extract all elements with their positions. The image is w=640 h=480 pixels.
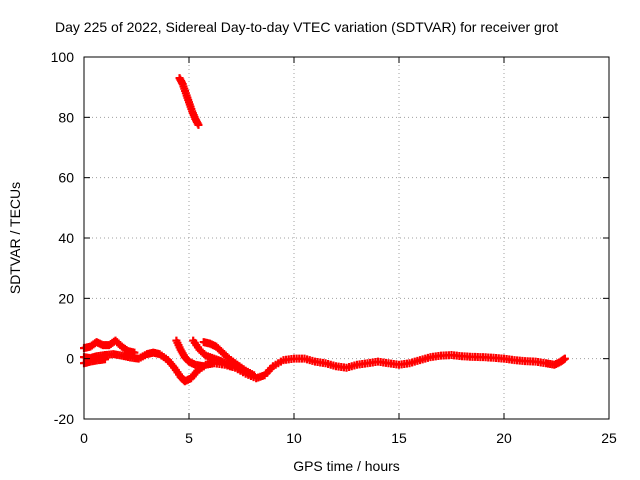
data-point: [560, 354, 569, 363]
y-tick-label: 0: [66, 351, 74, 367]
y-tick-label: 40: [58, 230, 74, 246]
series-descending-arc-b: [189, 336, 235, 371]
y-tick-label: -20: [54, 411, 74, 427]
chart-title: Day 225 of 2022, Sidereal Day-to-day VTE…: [55, 19, 558, 35]
x-tick-label: 5: [185, 430, 193, 446]
x-tick-label: 20: [496, 430, 512, 446]
y-tick-label: 20: [58, 290, 74, 306]
x-tick-label: 15: [391, 430, 407, 446]
series-main-track: [80, 348, 569, 386]
x-tick-label: 25: [601, 430, 617, 446]
axis-ticks: 0 5 10 15 20 25 -20 0 20 40 60 80 100: [51, 49, 617, 446]
data-marks: [80, 74, 569, 386]
series-descending-arc-a: [172, 336, 208, 371]
x-tick-label: 10: [286, 430, 302, 446]
x-tick-label: 0: [80, 430, 88, 446]
y-tick-label: 80: [58, 109, 74, 125]
y-tick-label: 100: [51, 49, 75, 65]
series-descending-arc-c: [199, 338, 259, 380]
data-point: [194, 120, 203, 129]
y-axis-label: SDTVAR / TECUs: [7, 182, 23, 294]
grid: [84, 57, 609, 419]
data-point: [199, 362, 208, 371]
data-point: [101, 355, 109, 364]
data-point: [130, 348, 139, 357]
data-point: [250, 371, 259, 380]
series-high-outlier: [175, 74, 203, 129]
x-axis-label: GPS time / hours: [293, 458, 400, 474]
y-tick-label: 60: [58, 170, 74, 186]
